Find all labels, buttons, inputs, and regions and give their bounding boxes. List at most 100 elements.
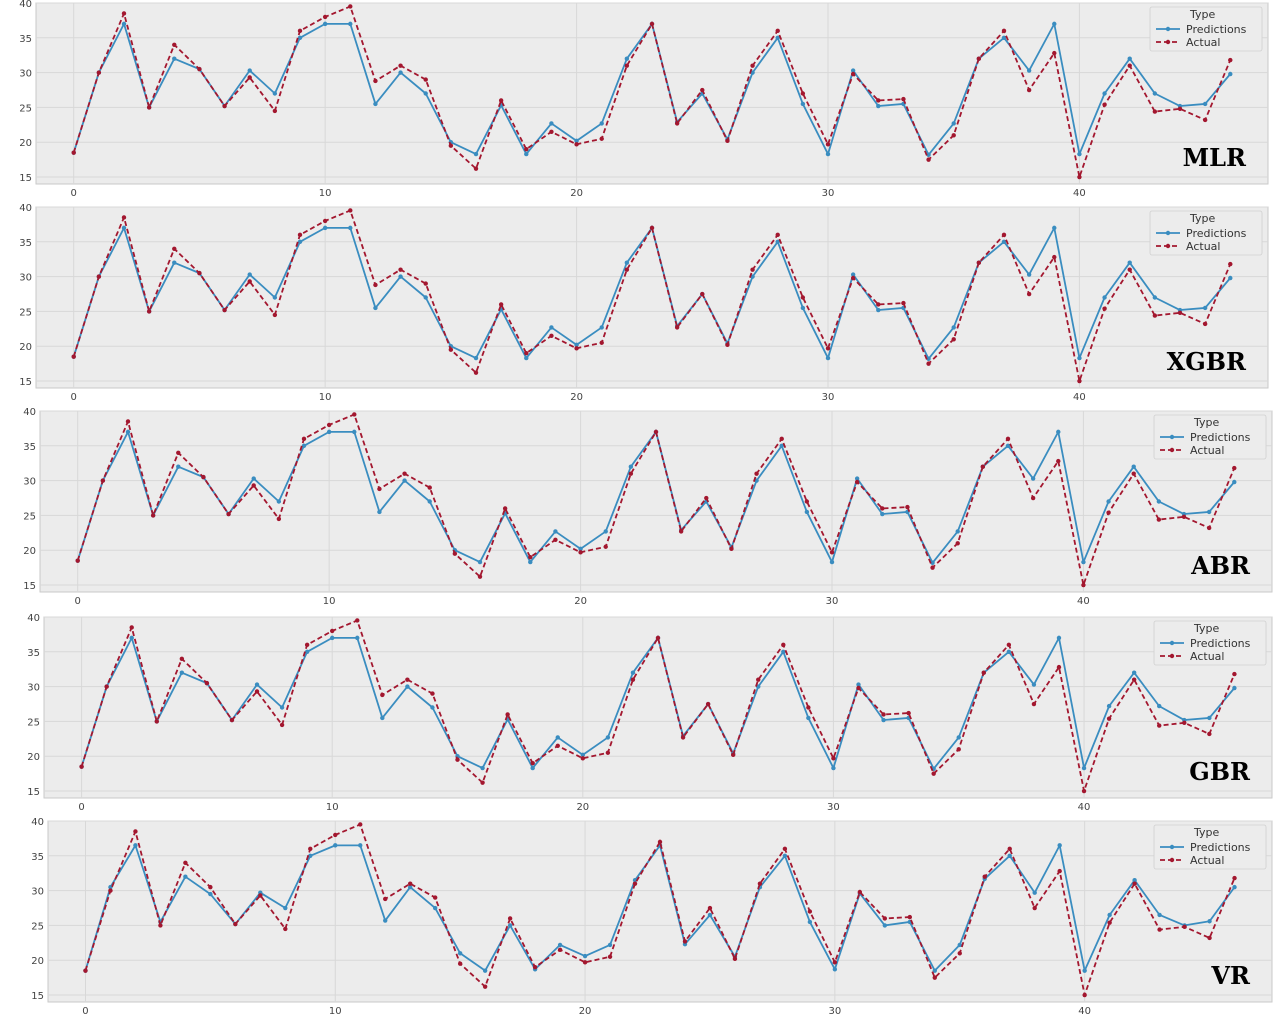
data-point-predictions [427,499,432,504]
data-point-actual [907,914,912,920]
data-point-predictions [480,765,485,771]
data-point-predictions [580,752,586,758]
data-point-actual [782,846,788,852]
plot-area [35,206,1269,389]
y-tick-label: 20 [19,138,32,149]
data-point-actual [498,302,504,307]
data-point-actual [158,923,163,928]
data-point-actual [1007,846,1012,852]
data-point-predictions [133,843,138,848]
legend-marker-predictions [1165,230,1171,236]
data-point-predictions [176,464,181,469]
data-point-actual [1228,261,1233,267]
data-point-actual [1207,731,1212,737]
data-point-predictions [956,735,961,740]
data-point-actual [1182,924,1187,930]
y-tick-label: 15 [27,787,40,798]
data-point-predictions [524,355,529,361]
data-point-actual [272,108,278,114]
data-point-predictions [1052,225,1057,231]
y-tick-label: 20 [19,342,32,353]
data-point-actual [96,70,102,75]
data-point-actual [580,756,586,761]
y-tick-label: 25 [27,717,40,728]
data-point-actual [725,342,730,348]
data-point-predictions [1007,853,1012,859]
data-point-actual [574,346,579,351]
data-point-actual [1157,723,1162,728]
data-point-predictions [308,853,313,859]
data-point-predictions [829,559,835,565]
x-tick-label: 10 [319,188,332,199]
data-point-actual [599,340,604,345]
chart-svg-gbr: 15 20 25 30 35 40 0 10 20 30 40 Type PredictionsActu… [27,613,1273,813]
data-point-actual [806,705,811,710]
data-point-actual [308,846,313,852]
legend-box [1149,6,1263,52]
data-point-actual [448,347,454,352]
legend-label-actual: Actual [1190,444,1224,457]
x-tick-label: 0 [78,802,84,812]
x-tick-label: 0 [71,392,77,403]
data-point-predictions [775,239,780,245]
data-point-actual [857,889,863,895]
data-point-predictions [1157,912,1162,918]
data-point-predictions [800,305,806,311]
data-point-actual [730,752,736,758]
data-point-actual [104,684,109,689]
legend-marker-actual [1165,39,1171,45]
data-point-predictions [603,529,608,534]
data-point-actual [1005,436,1011,442]
data-point-predictions [208,891,213,897]
data-point-predictions [781,649,786,655]
data-point-actual [850,275,856,281]
data-point-actual [377,486,382,492]
legend-marker-predictions [1169,844,1175,850]
data-point-actual [976,260,982,265]
data-point-actual [825,142,831,147]
data-point-predictions [333,843,338,848]
data-point-actual [624,63,630,68]
data-point-actual [901,300,906,306]
data-point-actual [402,471,407,476]
data-point-actual [355,618,360,623]
data-point-actual [1181,514,1187,520]
data-point-predictions [482,968,488,973]
data-point-predictions [1102,91,1107,96]
data-point-actual [1082,992,1087,998]
data-point-predictions [775,35,780,41]
data-point-predictions [926,356,931,361]
data-point-predictions [630,670,636,675]
data-point-predictions [850,68,856,73]
data-point-actual [222,103,227,109]
model-label-gbr: GBR [1189,757,1251,786]
data-point-predictions [1082,968,1087,973]
data-point-actual [258,893,263,898]
y-tick-label: 20 [23,546,36,557]
legend-title: Type [1193,622,1219,635]
data-point-actual [1001,232,1007,238]
y-tick-label: 35 [19,238,32,249]
data-point-actual [655,635,661,641]
data-point-actual [1056,458,1061,464]
data-point-actual [1157,927,1162,932]
data-point-predictions [272,91,278,96]
data-point-predictions [373,101,378,107]
y-tick-label: 35 [31,852,44,863]
data-point-predictions [555,735,560,740]
data-point-predictions [304,649,310,655]
x-tick-label: 0 [75,596,81,607]
legend-marker-actual [1169,447,1175,453]
data-point-actual [880,506,885,511]
data-point-predictions [607,942,613,948]
data-point-actual [226,511,231,517]
data-point-actual [176,450,181,455]
data-point-predictions [574,138,579,144]
legend-box [1153,414,1267,460]
data-point-actual [729,546,734,552]
data-point-actual [1052,50,1057,56]
data-point-actual [83,968,88,973]
data-point-predictions [1102,295,1107,300]
